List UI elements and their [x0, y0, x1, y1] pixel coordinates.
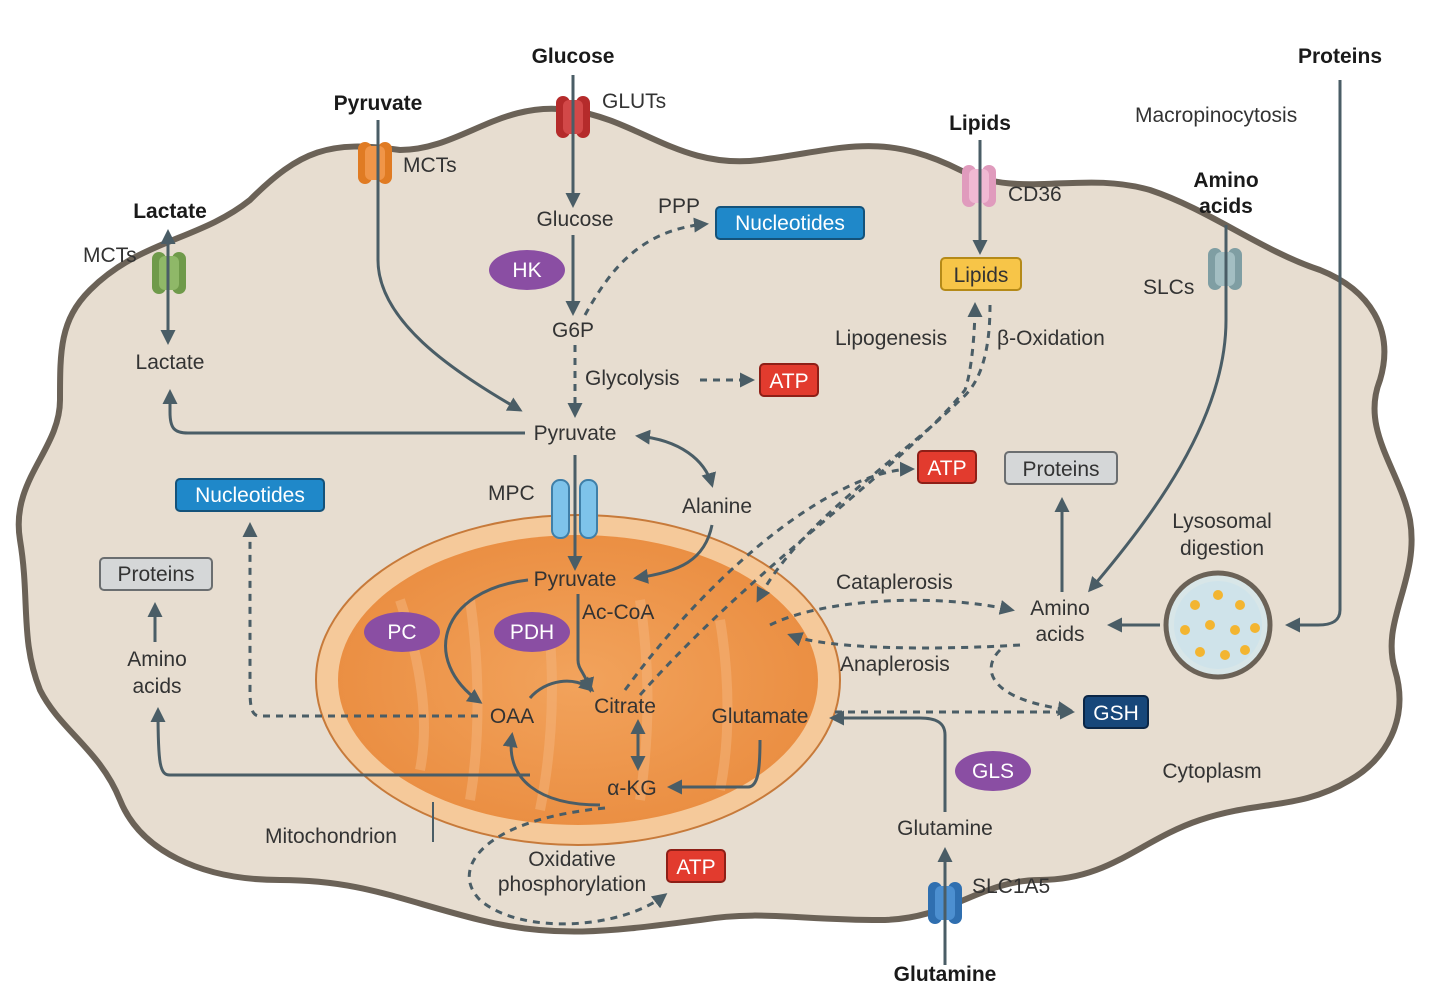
metabolite-amino-acids-left-2: acids	[132, 675, 181, 698]
process-lysosomal-line2: digestion	[1180, 537, 1264, 560]
slc1a5-transporter	[928, 882, 962, 924]
metabolite-amino-acids-right-1: Amino	[1030, 597, 1090, 620]
gluts-label: GLUTs	[602, 90, 666, 113]
external-proteins: Proteins	[1298, 45, 1382, 68]
svg-text:ATP: ATP	[927, 457, 966, 480]
metabolite-akg: α-KG	[607, 777, 656, 800]
svg-text:Proteins: Proteins	[1022, 458, 1099, 481]
mcts-pyruvate-transporter	[358, 142, 392, 184]
proteins-right-box: Proteins	[1004, 451, 1118, 485]
svg-text:ATP: ATP	[769, 370, 808, 393]
slc1a5-label: SLC1A5	[972, 875, 1050, 898]
metabolite-g6p: G6P	[552, 319, 594, 342]
metabolite-glutamate: Glutamate	[712, 705, 809, 728]
external-lipids: Lipids	[949, 112, 1011, 135]
process-oxphos-line1: Oxidative	[528, 848, 616, 871]
macropinocytosis-label: Macropinocytosis	[1135, 104, 1297, 127]
dashed-arrows	[242, 217, 1075, 926]
metabolite-amino-acids-left-1: Amino	[127, 648, 187, 671]
atp-oxphos-box: ATP	[666, 849, 726, 883]
process-cataplerosis: Cataplerosis	[836, 571, 953, 594]
metabolite-amino-acids-right-2: acids	[1035, 623, 1084, 646]
process-glycolysis: Glycolysis	[585, 367, 680, 390]
metabolite-oaa: OAA	[490, 705, 534, 728]
slcs-transporter	[1208, 248, 1242, 290]
process-lysosomal-line1: Lysosomal	[1172, 510, 1272, 533]
atp-lipid-box: ATP	[917, 450, 977, 484]
metabolite-mito-pyruvate: Pyruvate	[534, 568, 617, 591]
compartment-mitochondrion: Mitochondrion	[265, 825, 397, 848]
slcs-label: SLCs	[1143, 276, 1194, 299]
metabolite-glutamine: Glutamine	[897, 817, 993, 840]
gsh-box: GSH	[1083, 695, 1149, 729]
process-beta-oxidation: β-Oxidation	[997, 327, 1105, 350]
mitochondrion	[315, 514, 841, 846]
nucleotides-top-box: Nucleotides	[715, 206, 865, 240]
svg-text:Lipids: Lipids	[954, 264, 1009, 287]
mcts-pyruvate-label: MCTs	[403, 154, 457, 177]
svg-text:GLS: GLS	[972, 760, 1014, 783]
atp-glycolysis-box: ATP	[759, 363, 819, 397]
enzyme-pdh: PDH	[494, 612, 570, 652]
mpc-transporter	[551, 479, 598, 539]
metabolite-pyruvate: Pyruvate	[534, 422, 617, 445]
enzyme-pc: PC	[364, 612, 440, 652]
svg-text:ATP: ATP	[676, 856, 715, 879]
metabolite-lactate: Lactate	[136, 351, 205, 374]
mpc-label: MPC	[488, 482, 535, 505]
mcts-lactate-transporter	[152, 252, 186, 294]
external-amino-acids-line1: Amino	[1193, 169, 1258, 192]
process-anaplerosis: Anaplerosis	[840, 653, 950, 676]
process-ppp: PPP	[658, 195, 700, 218]
svg-text:GSH: GSH	[1093, 702, 1139, 725]
process-lipogenesis: Lipogenesis	[835, 327, 947, 350]
proteins-left-box: Proteins	[99, 557, 213, 591]
svg-text:Proteins: Proteins	[117, 563, 194, 586]
enzyme-hk: HK	[489, 250, 565, 290]
metabolite-citrate: Citrate	[594, 695, 656, 718]
svg-text:HK: HK	[512, 259, 541, 282]
external-amino-acids-line2: acids	[1199, 195, 1253, 218]
lysosome	[1163, 570, 1273, 680]
svg-text:PDH: PDH	[510, 621, 554, 644]
cd36-label: CD36	[1008, 183, 1062, 206]
solid-arrows	[147, 75, 1342, 965]
enzyme-gls: GLS	[955, 751, 1031, 791]
metabolite-ac-coa: Ac-CoA	[582, 601, 654, 624]
external-glutamine: Glutamine	[894, 963, 997, 986]
metabolite-glucose: Glucose	[536, 208, 613, 231]
svg-text:PC: PC	[387, 621, 416, 644]
external-lactate: Lactate	[133, 200, 207, 223]
external-pyruvate: Pyruvate	[334, 92, 423, 115]
process-oxphos-line2: phosphorylation	[498, 873, 646, 896]
compartment-cytoplasm: Cytoplasm	[1162, 760, 1261, 783]
metabolite-alanine: Alanine	[682, 495, 752, 518]
svg-text:Nucleotides: Nucleotides	[735, 212, 845, 235]
mcts-lactate-label: MCTs	[83, 244, 137, 267]
lipids-box: Lipids	[940, 257, 1022, 291]
svg-text:Nucleotides: Nucleotides	[195, 484, 305, 507]
external-glucose: Glucose	[532, 45, 615, 68]
nucleotides-left-box: Nucleotides	[175, 478, 325, 512]
